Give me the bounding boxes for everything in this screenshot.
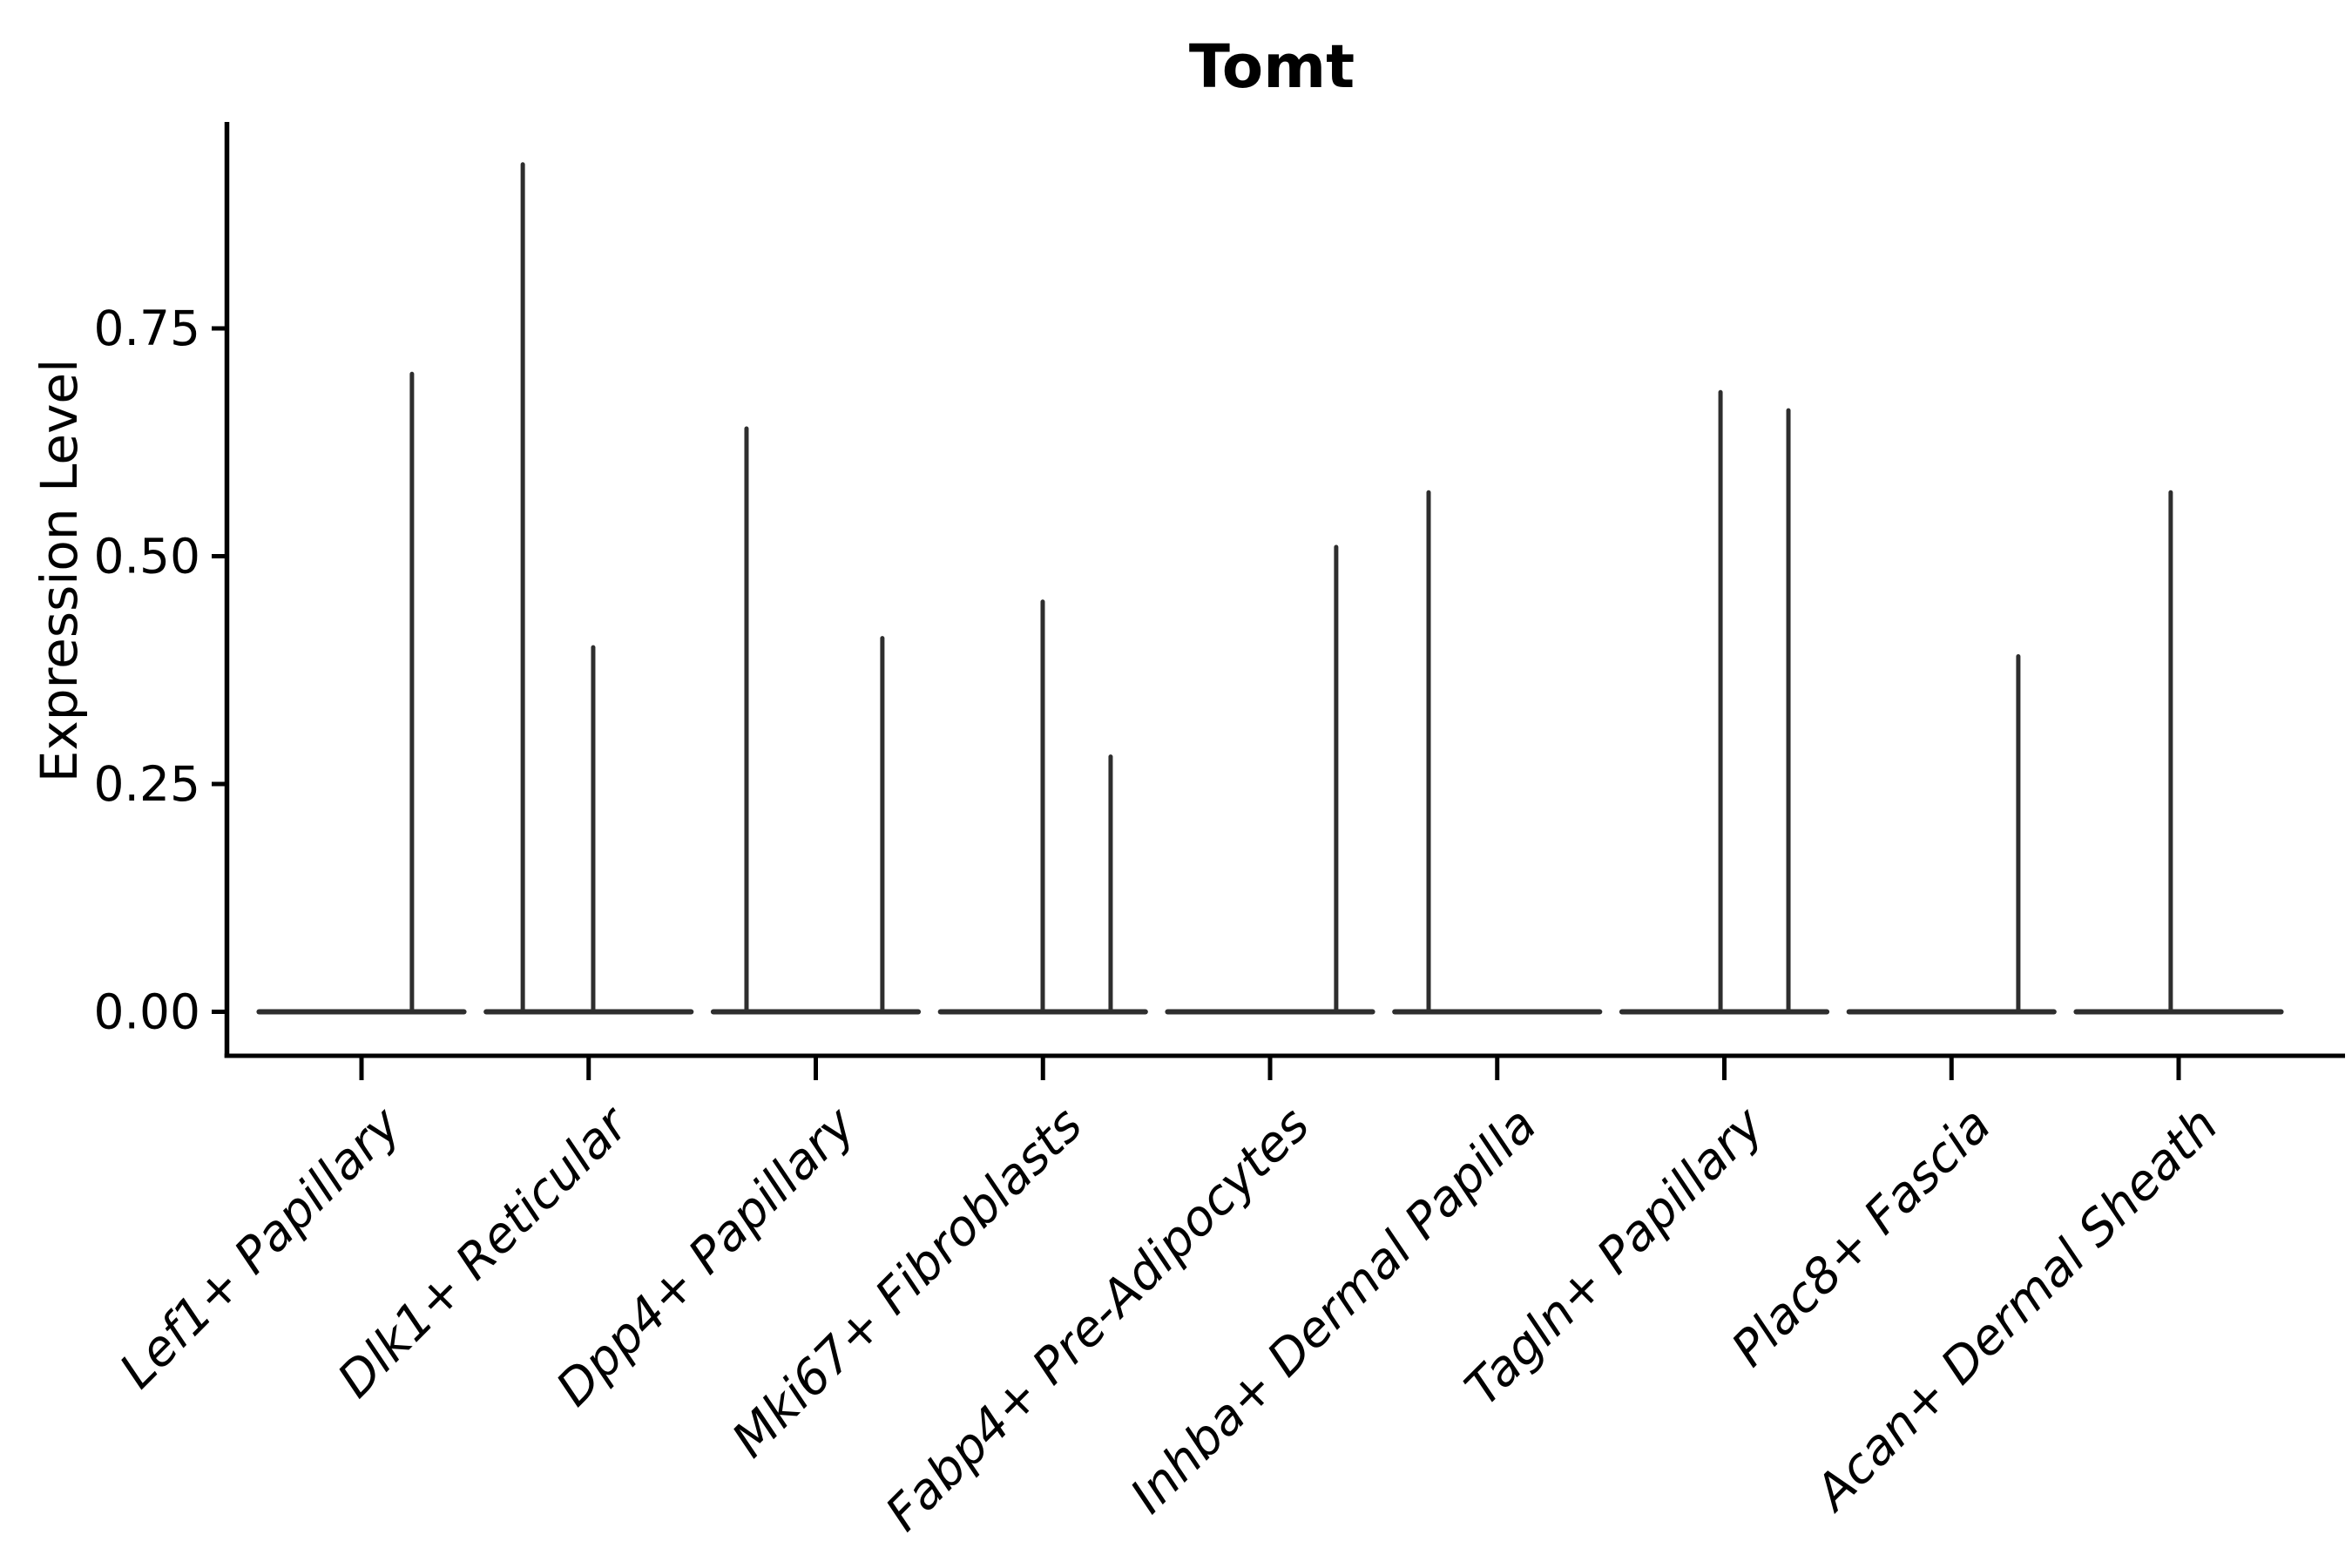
x-tick-labels: Lef1+ Papillary Dlk1+ Reticular Dpp4+ Pa… (109, 1095, 2229, 1542)
x-tick-label: Fabp4+ Pre-Adipocytes (875, 1097, 1321, 1542)
y-tick-label: 0.50 (94, 529, 200, 585)
y-tick-labels: 0.75 0.50 0.25 0.00 (94, 301, 200, 1040)
y-axis-label: Expression Level (30, 359, 89, 782)
y-tick-label: 0.00 (94, 984, 200, 1040)
y-tick-label: 0.75 (94, 301, 200, 356)
x-tick-label: Acan+ Dermal Sheath (1803, 1097, 2229, 1523)
plot-geometry (212, 122, 2345, 1080)
chart-title: Tomt (1189, 32, 1355, 102)
y-tick-label: 0.25 (94, 756, 200, 812)
x-tick-label: Inhba+ Dermal Papilla (1120, 1097, 1548, 1524)
